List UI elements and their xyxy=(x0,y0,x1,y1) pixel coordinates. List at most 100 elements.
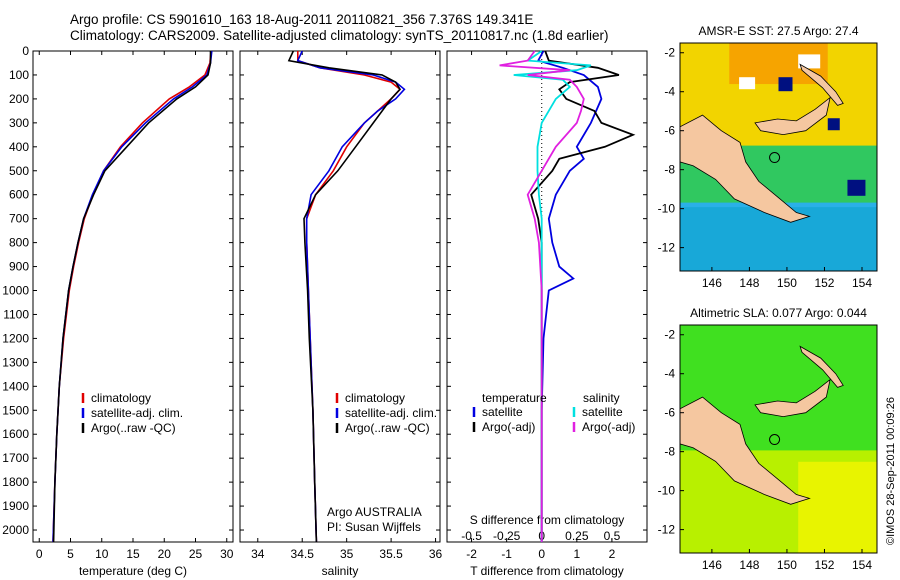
salinity-series-2 xyxy=(287,50,401,543)
salinity-difference-axis-label: S difference from climatology xyxy=(470,513,625,527)
temperature-legend-label: satellite-adj. clim. xyxy=(91,406,183,420)
sla-map-x-tick-label: 148 xyxy=(739,558,759,572)
new-britain-land xyxy=(754,96,831,136)
sla-map-y-tick-label: -6 xyxy=(664,406,675,420)
salinity-difference-tick-label: 0.25 xyxy=(565,529,589,543)
temperature-difference-axis-tick-label: -1 xyxy=(501,547,512,561)
salinity-axis-tick-label: 35.5 xyxy=(379,547,403,561)
sla-map-frame xyxy=(679,324,878,554)
temperature-axis-tick-label: 5 xyxy=(67,547,74,561)
title-line-2: Climatology: CARS2009. Satellite-adjuste… xyxy=(70,28,609,43)
depth-tick-label: 1600 xyxy=(2,427,29,441)
legend-header-temperature: temperature xyxy=(482,391,547,405)
salinity-legend-label: Argo(..raw -QC) xyxy=(345,421,430,435)
temperature-axis-tick-label: 30 xyxy=(220,547,234,561)
sla-map-x-tick-label: 154 xyxy=(852,558,872,572)
sst-missing-cell xyxy=(739,77,756,90)
sst-map-y-tick-label: -2 xyxy=(664,46,675,60)
temperature-axis-label: temperature (deg C) xyxy=(79,564,187,578)
salinity-axis-label: salinity xyxy=(322,564,359,578)
timestamp-stamp: ©IMOS 28-Sep-2011 00:09:26 xyxy=(885,397,897,545)
temperature-axis-tick-label: 15 xyxy=(126,547,140,561)
sst-map-y-tick-label: -12 xyxy=(658,241,676,255)
figure-title: Argo profile: CS 5901610_163 18-Aug-2011… xyxy=(70,12,609,44)
new-britain-land xyxy=(754,378,831,418)
sst-cloud-cell xyxy=(827,118,840,131)
temperature-axis-tick-label: 25 xyxy=(189,547,203,561)
sla-map-x-tick-label: 152 xyxy=(814,558,834,572)
sst-map-x-tick-label: 146 xyxy=(702,276,722,290)
depth-tick-label: 800 xyxy=(9,236,29,250)
sst-cloud-cell xyxy=(847,179,866,196)
temperature-plot-frame xyxy=(32,50,234,543)
sst-map-y-tick-label: -6 xyxy=(664,124,675,138)
depth-tick-label: 1000 xyxy=(2,284,29,298)
sst-map-y-tick-label: -4 xyxy=(664,85,675,99)
difference-legend-salinity-label: satellite xyxy=(582,405,623,419)
temperature-axis-tick-label: 0 xyxy=(36,547,43,561)
salinity-legend-label: climatology xyxy=(345,391,405,405)
temperature-series-2 xyxy=(52,51,212,543)
pi-label: PI: Susan Wijffels xyxy=(327,520,421,534)
temperature-legend-label: climatology xyxy=(91,391,151,405)
argo-float-marker xyxy=(769,152,781,164)
sst-map-x-tick-label: 152 xyxy=(814,276,834,290)
depth-tick-label: 300 xyxy=(9,116,29,130)
salinity-axis-tick-label: 34 xyxy=(251,547,265,561)
temperature-difference-axis-tick-label: 0 xyxy=(538,547,545,561)
depth-tick-label: 1500 xyxy=(2,403,29,417)
sla-map: Altimetric SLA: 0.077 Argo: 0.044 146 148 1… xyxy=(658,306,878,572)
temperature-difference-axis-tick-label: -2 xyxy=(466,547,477,561)
argo-float-marker xyxy=(769,434,781,446)
sst-map-x-tick-label: 148 xyxy=(739,276,759,290)
sst-cloud-cell xyxy=(778,77,793,92)
salinity-difference-tick-label: -0.25 xyxy=(493,529,521,543)
sla-map-x-tick-label: 146 xyxy=(702,558,722,572)
sla-map-y-tick-label: -8 xyxy=(664,445,675,459)
difference-legend-temperature-label: Argo(-adj) xyxy=(482,420,535,434)
sst-map: AMSR-E SST: 27.5 Argo: 27.4 146 148 150 152 1… xyxy=(658,24,878,290)
sst-map-x-tick-label: 150 xyxy=(777,276,797,290)
depth-tick-label: 1300 xyxy=(2,355,29,369)
salinity-difference-tick-label: -0.5 xyxy=(461,529,482,543)
sst-map-x-tick-label: 154 xyxy=(852,276,872,290)
salinity-axis-tick-label: 34.5 xyxy=(291,547,315,561)
depth-tick-label: 1900 xyxy=(2,499,29,513)
salinity-axis-tick-label: 36 xyxy=(429,547,443,561)
new-guinea-land xyxy=(680,396,811,505)
depth-tick-label: 1100 xyxy=(3,307,29,321)
new-guinea-land xyxy=(680,114,811,223)
sla-map-field xyxy=(680,325,877,553)
depth-tick-label: 1400 xyxy=(2,379,29,393)
depth-tick-label: 900 xyxy=(9,260,29,274)
sla-map-y-tick-label: -10 xyxy=(658,484,676,498)
depth-tick-label: 600 xyxy=(9,188,29,202)
argo-program-label: Argo AUSTRALIA xyxy=(327,505,422,519)
new-ireland-land xyxy=(799,63,844,106)
depth-tick-label: 1200 xyxy=(2,331,29,345)
depth-tick-label: 1700 xyxy=(2,451,29,465)
difference-series-0 xyxy=(536,50,603,542)
depth-tick-label: 700 xyxy=(9,212,29,226)
depth-tick-label: 0 xyxy=(22,44,29,58)
temperature-difference-axis-tick-label: 2 xyxy=(609,547,616,561)
sla-map-title: Altimetric SLA: 0.077 Argo: 0.044 xyxy=(690,306,867,320)
sst-map-title: AMSR-E SST: 27.5 Argo: 27.4 xyxy=(698,24,858,38)
sst-map-frame xyxy=(679,42,878,272)
depth-tick-label: 1800 xyxy=(2,475,29,489)
temperature-axis-tick-label: 20 xyxy=(158,547,172,561)
salinity-legend-label: satellite-adj. clim. xyxy=(345,406,437,420)
difference-legend-temperature-label: satellite xyxy=(482,405,523,419)
temperature-difference-axis-tick-label: 1 xyxy=(573,547,580,561)
salinity-series-1 xyxy=(296,50,406,543)
salinity-plot-frame xyxy=(239,50,441,543)
difference-series-2 xyxy=(513,50,592,542)
sla-map-y-tick-label: -2 xyxy=(664,328,675,342)
sla-map-y-tick-label: -4 xyxy=(664,367,675,381)
difference-legend-salinity-label: Argo(-adj) xyxy=(582,420,635,434)
sla-map-y-tick-label: -12 xyxy=(658,523,676,537)
temperature-difference-axis-label: T difference from climatology xyxy=(470,564,624,578)
depth-tick-label: 400 xyxy=(9,140,29,154)
new-ireland-land xyxy=(799,345,844,388)
